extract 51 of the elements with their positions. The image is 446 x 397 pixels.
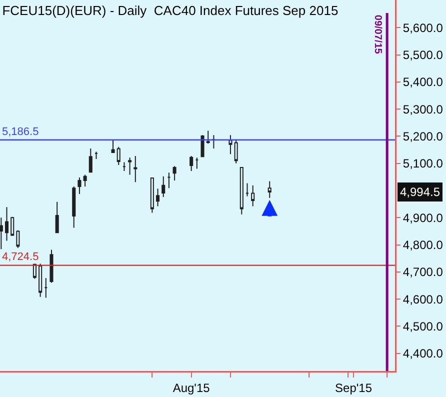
x-tick-label: Sep'15	[335, 380, 372, 395]
candlestick	[190, 156, 194, 172]
y-tick-label: 5,200.0	[402, 129, 444, 144]
candlestick	[83, 174, 87, 187]
candlestick	[78, 176, 82, 195]
candlestick	[72, 186, 76, 228]
candlestick	[200, 134, 204, 158]
candlestick	[38, 263, 42, 298]
candlestick	[134, 156, 138, 183]
candlestick	[167, 172, 171, 189]
candlestick	[0, 217, 3, 250]
candlestick	[88, 148, 92, 173]
y-tick-label: 5,100.0	[402, 156, 444, 171]
y-tick-label: 4,900.0	[402, 210, 444, 225]
candlestick	[44, 278, 48, 298]
candlestick	[234, 140, 238, 164]
y-tick-label: 5,500.0	[402, 48, 444, 62]
chart-title: FCEU15(D)(EUR) - Daily CAC40 Index Futures Sep 2015	[2, 3, 338, 18]
ref-line-label: 09/07/15	[372, 14, 384, 54]
text: 4,994.5	[400, 185, 440, 199]
candlestick	[172, 166, 176, 181]
candlestick	[55, 201, 59, 234]
y-tick-label: 5,400.0	[402, 75, 444, 90]
candlestick	[162, 176, 166, 198]
ref-line-label: 5,186.5	[2, 126, 39, 138]
x-tick-label: Aug'15	[172, 380, 210, 395]
y-tick-label: 4,600.0	[402, 292, 444, 306]
candlestick	[116, 146, 120, 166]
candlestick	[195, 157, 199, 170]
candlestick	[10, 216, 14, 236]
candlestick	[128, 157, 132, 176]
candlestick	[150, 178, 154, 214]
candlestick	[122, 162, 126, 172]
y-tick-label: 5,300.0	[402, 102, 444, 116]
candlestick	[4, 206, 9, 242]
candlestick	[156, 188, 160, 207]
candlestick	[206, 130, 210, 144]
y-tick-label: 4,700.0	[402, 265, 444, 280]
candlestick	[245, 182, 250, 197]
candlestick	[240, 166, 244, 215]
y-tick-label: 4,400.0	[402, 346, 444, 361]
candlestick	[111, 139, 115, 154]
candlestick	[228, 134, 232, 155]
candlestick	[94, 151, 98, 160]
y-tick-label: 5,600.0	[402, 20, 444, 35]
ref-line-label: 4,724.5	[2, 251, 39, 263]
candlestick	[16, 230, 20, 249]
candlestick	[50, 249, 54, 284]
candlestick	[251, 184, 255, 207]
y-tick-label: 4,500.0	[402, 319, 444, 334]
y-tick-label: 4,800.0	[402, 238, 444, 252]
